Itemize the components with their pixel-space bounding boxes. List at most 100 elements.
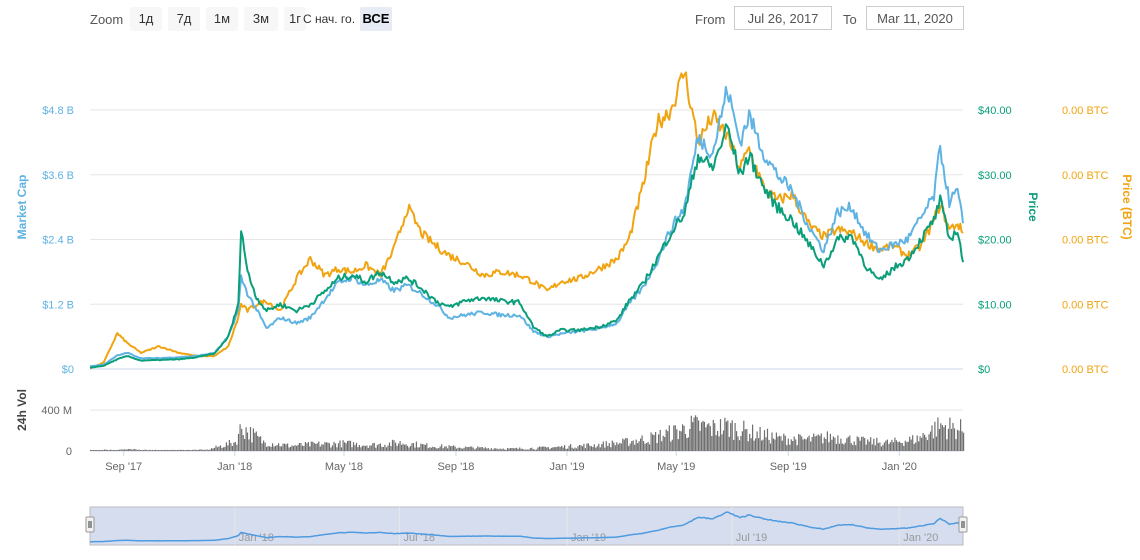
volume-bar [586,443,588,451]
volume-bar [309,446,311,451]
volume-bar [177,450,179,451]
volume-bar [632,440,634,451]
volume-bar [562,447,564,451]
volume-bar [111,449,113,451]
volume-bar [499,448,501,451]
volume-bar [487,448,489,451]
zoom-1m-button[interactable]: 1м [206,7,238,31]
volume-bar [743,420,745,451]
volume-bar [138,449,140,451]
volume-bar [376,445,378,451]
volume-bar [134,449,136,451]
volume-bar [727,420,729,451]
volume-bar [168,450,170,451]
volume-bar [766,428,769,451]
to-date-input[interactable]: Mar 11, 2020 [866,6,964,30]
volume-bar [709,426,711,451]
volume-bar [328,443,330,451]
volume-bar [696,417,698,451]
volume-bar [937,417,939,451]
zoom-all-button[interactable]: ВСЕ [360,7,392,31]
volume-bar [625,437,627,451]
market-cap-tick-label: $2.4 B [42,235,74,247]
volume-bar [297,445,299,451]
volume-bar [261,443,263,451]
price-btc-line [89,71,964,370]
volume-bar [831,439,833,451]
volume-bar [415,441,417,451]
volume-bar [367,447,369,451]
volume-bar [245,427,247,451]
navigator[interactable]: Jan '18 Jul '18 Jan '19 Jul '19 Jan '20 [85,506,968,546]
volume-bar [306,443,308,451]
volume-bar [941,425,943,451]
volume-bar [157,450,159,451]
volume-bar [285,444,287,451]
volume-bar [952,422,954,451]
volume-bar [752,424,754,451]
volume-bar [460,448,462,451]
volume-bar [717,431,719,451]
volume-bar [610,447,612,451]
volume-bar [912,435,914,451]
zoom-ytd-button[interactable]: С нач. го. [302,12,356,26]
volume-bar [510,448,512,451]
volume-bar [616,442,618,451]
volume-bar [960,419,962,451]
price-axis-title: Price [1026,192,1040,222]
zoom-3m-button[interactable]: 3м [244,7,278,31]
volume-bar [279,446,281,451]
volume-bar [963,432,965,451]
navigator-left-handle[interactable] [85,516,95,533]
volume-bar [653,435,655,451]
volume-bar [218,446,220,451]
volume-bar [184,450,186,451]
volume-bar [225,442,227,451]
volume-bar [787,438,789,451]
volume-bar [339,440,341,451]
volume-bar [294,445,296,451]
volume-bar [103,449,105,451]
volume-bar [722,430,725,451]
volume-bar [761,440,763,451]
volume-bar [251,442,253,451]
volume-bar [901,443,903,451]
volume-bar [501,449,503,451]
volume-bar [680,431,682,451]
zoom-1d-button[interactable]: 1д [130,7,162,31]
volume-bar [706,424,708,451]
volume-bar [114,450,116,451]
volume-bar [436,448,438,451]
volume-bar [721,434,723,451]
navigator-right-handle[interactable] [958,516,968,533]
volume-bar [617,444,619,451]
volume-bar [384,444,386,451]
volume-bar [480,447,482,451]
volume-bar [823,437,825,451]
volume-bar [753,440,755,451]
volume-bar [398,443,400,451]
volume-tick-label: 400 M [41,405,72,417]
volume-bar [520,448,522,451]
volume-bar [252,428,254,451]
volume-bar [496,448,498,451]
volume-bar [702,420,704,451]
zoom-1y-button[interactable]: 1г [284,7,306,31]
volume-bar [287,443,289,451]
volume-bar [160,450,162,451]
volume-bar [385,447,388,451]
volume-bar [94,450,96,451]
volume-series [90,415,965,451]
from-date-input[interactable]: Jul 26, 2017 [734,6,832,30]
volume-bar [298,443,300,451]
market-cap-line [89,85,964,368]
volume-bar [451,446,453,451]
volume-bar [292,446,295,451]
from-label: From [695,12,726,27]
volume-bar [405,444,407,451]
volume-bar [587,443,589,451]
volume-bar [550,447,552,451]
volume-bar [903,445,905,451]
volume-bar [705,427,707,451]
zoom-7d-button[interactable]: 7д [168,7,200,31]
